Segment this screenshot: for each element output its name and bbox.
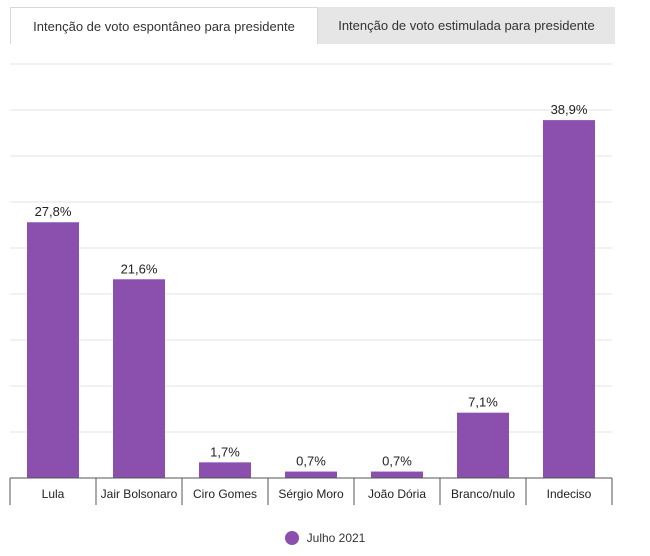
data-labels: 27,8% 21,6% 1,7% 0,7% 0,7% 7,1% 38,9% <box>35 102 588 468</box>
data-label-6: 38,9% <box>551 102 588 117</box>
legend[interactable]: Julho 2021 <box>0 528 650 548</box>
category-label-5: Branco/nulo <box>451 487 515 501</box>
category-label-2: Ciro Gomes <box>193 487 257 501</box>
category-label-0: Lula <box>42 487 65 501</box>
data-label-2: 1,7% <box>210 444 240 459</box>
data-label-1: 21,6% <box>121 261 158 276</box>
chart-tabs: Intenção de voto espontâneo para preside… <box>10 7 615 44</box>
bars <box>27 120 595 479</box>
tab-stimulated-vote[interactable]: Intenção de voto estimulada para preside… <box>318 7 615 44</box>
data-label-0: 27,8% <box>35 204 72 219</box>
category-label-3: Sérgio Moro <box>278 487 344 501</box>
data-label-4: 0,7% <box>382 454 412 469</box>
legend-swatch <box>284 531 299 545</box>
data-label-5: 7,1% <box>468 395 498 410</box>
bar-4[interactable] <box>371 471 423 478</box>
legend-label: Julho 2021 <box>306 531 366 545</box>
category-label-1: Jair Bolsonaro <box>101 487 178 501</box>
bar-2[interactable] <box>199 462 251 478</box>
data-label-3: 0,7% <box>296 454 326 469</box>
tab-spontaneous-vote[interactable]: Intenção de voto espontâneo para preside… <box>10 7 318 44</box>
x-axis: Lula Jair Bolsonaro Ciro Gomes Sérgio Moro J… <box>9 477 613 505</box>
bar-6[interactable] <box>543 120 595 479</box>
bar-0[interactable] <box>27 222 79 478</box>
category-label-6: Indeciso <box>547 487 592 501</box>
bar-5[interactable] <box>457 412 509 478</box>
bar-3[interactable] <box>285 471 337 478</box>
bar-1[interactable] <box>113 279 165 478</box>
bar-chart: 27,8% 21,6% 1,7% 0,7% 0,7% 7,1% 38,9% Lula Jair… <box>9 63 613 505</box>
category-label-4: João Dória <box>368 487 426 501</box>
grid-lines <box>10 63 612 433</box>
